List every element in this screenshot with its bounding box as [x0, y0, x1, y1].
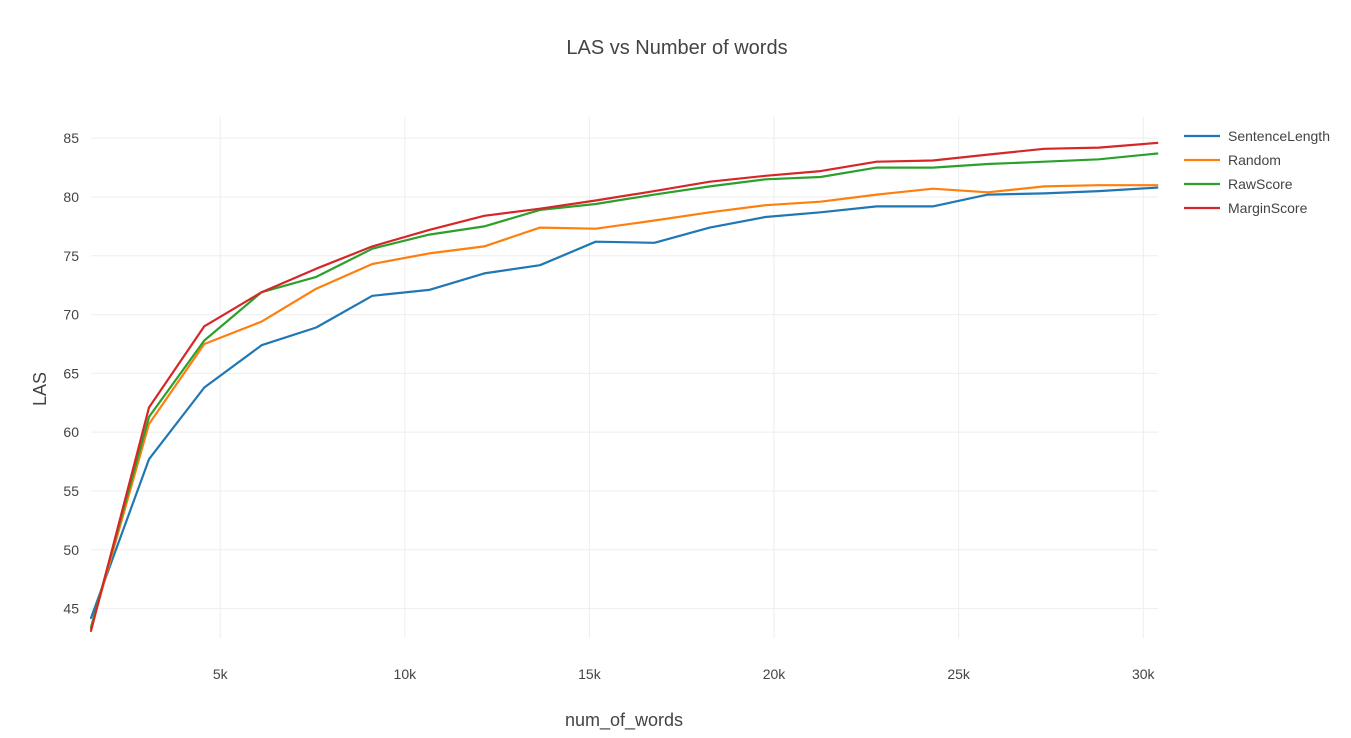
- legend-label: RawScore: [1228, 176, 1293, 192]
- y-axis: 45 50 55 60 65 70 75 80 85: [63, 130, 79, 616]
- legend-item-random[interactable]: Random: [1184, 152, 1281, 168]
- y-tick-label: 55: [63, 483, 79, 499]
- x-axis-title: num_of_words: [565, 710, 683, 731]
- y-tick-label: 70: [63, 307, 79, 323]
- x-tick-label: 15k: [578, 666, 602, 682]
- x-axis: 5k 10k 15k 20k 25k 30k: [213, 666, 1156, 682]
- legend-item-sentencelength[interactable]: SentenceLength: [1184, 128, 1330, 144]
- x-tick-label: 20k: [763, 666, 787, 682]
- x-tick-label: 30k: [1132, 666, 1156, 682]
- y-tick-label: 80: [63, 189, 79, 205]
- y-tick-label: 65: [63, 365, 79, 381]
- series-line-marginscore: [89, 141, 1159, 633]
- x-tick-label: 25k: [947, 666, 971, 682]
- legend-item-rawscore[interactable]: RawScore: [1184, 176, 1293, 192]
- y-tick-label: 85: [63, 130, 79, 146]
- legend-label: SentenceLength: [1228, 128, 1330, 144]
- legend-label: MarginScore: [1228, 200, 1308, 216]
- chart-title: LAS vs Number of words: [566, 37, 787, 59]
- series-line-rawscore: [89, 152, 1159, 629]
- y-tick-label: 60: [63, 424, 79, 440]
- y-tick-label: 50: [63, 542, 79, 558]
- x-tick-label: 5k: [213, 666, 229, 682]
- series-line-random: [89, 184, 1159, 630]
- x-tick-label: 10k: [394, 666, 418, 682]
- legend-label: Random: [1228, 152, 1281, 168]
- y-tick-label: 75: [63, 248, 79, 264]
- legend[interactable]: SentenceLength Random RawScore MarginScore: [1184, 128, 1330, 216]
- plot-area: [89, 141, 1159, 633]
- y-axis-title: LAS: [30, 372, 50, 406]
- series-line-sentencelength: [89, 186, 1159, 620]
- legend-item-marginscore[interactable]: MarginScore: [1184, 200, 1308, 216]
- y-tick-label: 45: [63, 601, 79, 617]
